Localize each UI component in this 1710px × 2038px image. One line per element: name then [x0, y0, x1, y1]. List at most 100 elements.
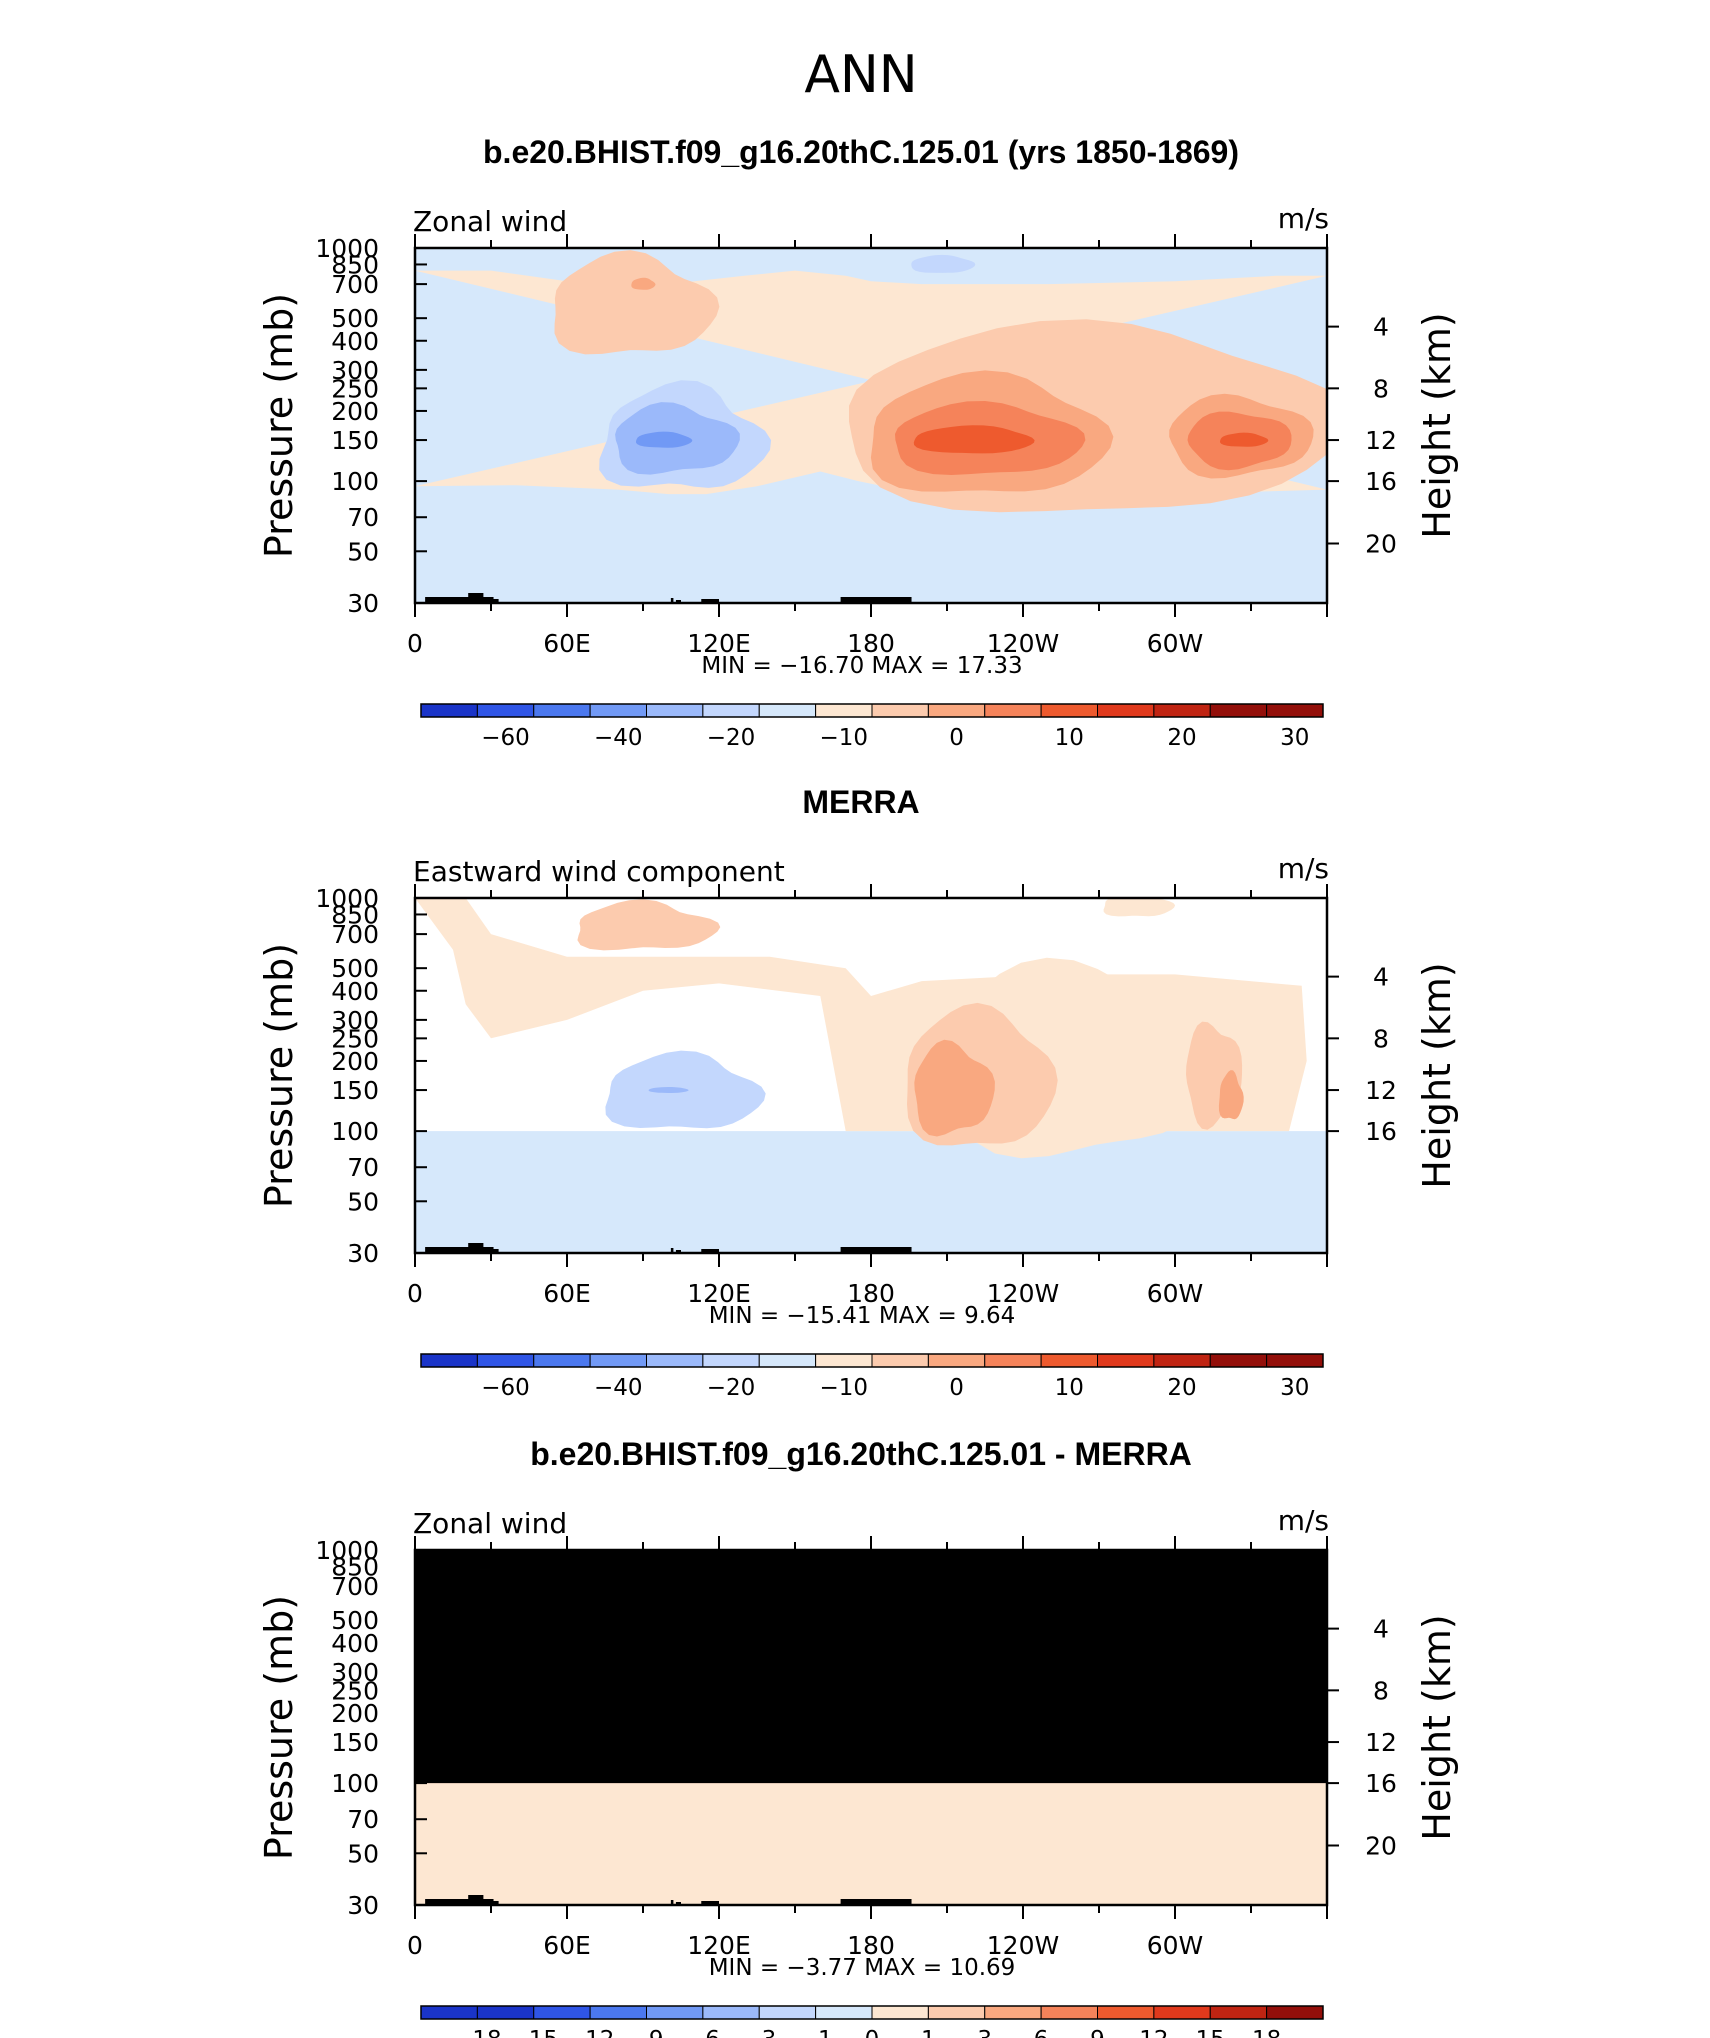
contour-fill-lower-westerly: [577, 899, 721, 951]
colorbar-label: −40: [594, 725, 643, 751]
y-tick-label: 1000: [315, 234, 379, 263]
x-tick-label: 180: [847, 1279, 895, 1308]
x-tick-label: 180: [847, 1931, 895, 1960]
x-tick-label: 0: [407, 1279, 423, 1308]
y-axis-title: Pressure (mb): [257, 293, 301, 558]
colorbar-swatch: [758, 703, 817, 718]
colorbar-swatch: [1153, 2005, 1211, 2020]
topography-bar: [701, 1901, 719, 1905]
y2-tick-label: 12: [1365, 1728, 1397, 1757]
colorbar-swatch: [1266, 703, 1324, 718]
x-tick-label: 0: [407, 1931, 423, 1960]
colorbar-frame: [420, 703, 1324, 718]
colorbar-swatch: [1097, 2005, 1155, 2020]
y-tick-label: 30: [347, 1239, 379, 1268]
colorbar-label: −60: [481, 1375, 530, 1401]
colorbar-label: −10: [820, 725, 869, 751]
y-tick-label: 150: [331, 426, 379, 455]
x-tick-label: 120E: [687, 629, 751, 658]
y-tick-label: 850: [331, 250, 379, 279]
y-tick-label: 400: [331, 1629, 379, 1658]
y2-tick-label: 16: [1365, 467, 1397, 496]
y2-axis-title: Height (km): [1415, 962, 1459, 1188]
y-tick-label: 70: [347, 1805, 379, 1834]
topography-bar: [491, 599, 499, 603]
y2-tick-label: 8: [1373, 1676, 1389, 1705]
y2-axis-title: Height (km): [1415, 1614, 1459, 1840]
y-tick-label: 150: [331, 1076, 379, 1105]
topography-bar: [675, 600, 681, 603]
y2-tick-label: 12: [1365, 426, 1397, 455]
y-tick-label: 100: [331, 1769, 379, 1798]
colorbar-label: −18: [453, 2027, 502, 2038]
y2-axis-title: Height (km): [1415, 312, 1459, 538]
y2-tick-label: 20: [1365, 1831, 1397, 1860]
colorbar-label: 12: [1139, 2027, 1168, 2038]
topography-bar: [475, 1247, 494, 1253]
x-tick-label: 120W: [987, 1279, 1059, 1308]
contour-fill-westerly-2b: [1218, 1070, 1244, 1120]
contour-fill-background: [415, 1131, 1327, 1253]
colorbar-swatch: [1040, 703, 1098, 718]
y-tick-label: 30: [347, 1891, 379, 1920]
y-tick-label: 300: [331, 1006, 379, 1035]
y2-tick-label: 8: [1373, 1024, 1389, 1053]
colorbar-swatch: [646, 1353, 704, 1368]
y-axis-title: Pressure (mb): [257, 1595, 301, 1860]
topography-bar: [675, 1902, 681, 1905]
x-tick-label: 60W: [1147, 1279, 1204, 1308]
y-tick-label: 30: [347, 589, 379, 618]
colorbar-label: 0: [949, 725, 964, 751]
colorbar-swatch: [984, 1353, 1042, 1368]
topography-bar: [425, 597, 481, 603]
x-tick-label: 60E: [543, 1279, 591, 1308]
left-label: Zonal wind: [413, 1507, 567, 1540]
colorbar-label: −60: [481, 725, 530, 751]
colorbar-frame: [420, 1353, 1324, 1368]
x-tick-label: 120W: [987, 1931, 1059, 1960]
units-label: m/s: [1278, 1504, 1329, 1537]
contour-fill-westerly-2: [914, 1039, 995, 1137]
y2-tick-label: 20: [1365, 529, 1397, 558]
y2-tick-label: 4: [1373, 313, 1389, 342]
y2-tick-label: 4: [1373, 963, 1389, 992]
contour-fill-background: [415, 1783, 1327, 1905]
colorbar-swatch: [420, 703, 478, 718]
colorbar-label: 6: [1034, 2027, 1049, 2038]
y-tick-label: 500: [331, 304, 379, 333]
colorbar-label: 3: [977, 2027, 992, 2038]
y-tick-label: 300: [331, 1658, 379, 1687]
contour-fill-easterly-2: [648, 1087, 689, 1093]
min-max-label: MIN = −16.70 MAX = 17.33: [701, 653, 1022, 679]
colorbar-swatch: [476, 703, 535, 718]
colorbar-swatch: [533, 2005, 591, 2020]
min-max-label: MIN = −3.77 MAX = 10.69: [709, 1955, 1016, 1981]
y-tick-label: 400: [331, 327, 379, 356]
y-tick-label: 850: [331, 900, 379, 929]
contour-fill-westerly-4b: [1220, 432, 1269, 447]
y-tick-label: 250: [331, 374, 379, 403]
left-label: Zonal wind: [413, 205, 567, 238]
colorbar-label: 20: [1167, 1375, 1196, 1401]
colorbar-swatch: [927, 703, 986, 718]
colorbar-swatch: [533, 703, 591, 718]
colorbar-swatch: [646, 703, 704, 718]
y-tick-label: 700: [331, 270, 379, 299]
colorbar-frame: [420, 2005, 1324, 2020]
colorbar-swatch: [420, 2005, 478, 2020]
colorbar-swatch: [815, 703, 873, 718]
y-tick-label: 250: [331, 1024, 379, 1053]
colorbar-swatch: [1153, 703, 1211, 718]
colorbar-swatch: [1209, 1353, 1268, 1368]
y-tick-label: 200: [331, 1047, 379, 1076]
colorbar-swatch: [589, 703, 647, 718]
topography-bar: [840, 1899, 912, 1905]
colorbar-label: 15: [1196, 2027, 1225, 2038]
colorbar-swatch: [702, 1353, 760, 1368]
colorbar-label: −1: [799, 2027, 833, 2038]
colorbar-label: −40: [594, 1375, 643, 1401]
y-tick-label: 250: [331, 1676, 379, 1705]
units-label: m/s: [1278, 852, 1329, 885]
topography-bar: [840, 597, 912, 603]
